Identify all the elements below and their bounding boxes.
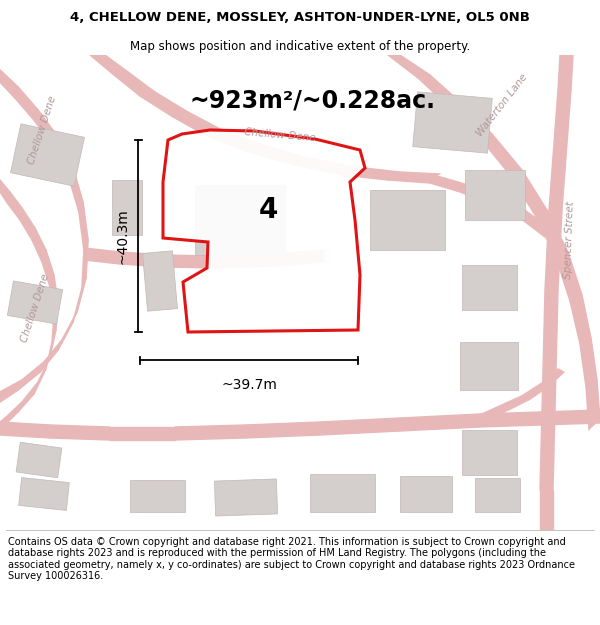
Text: Contains OS data © Crown copyright and database right 2021. This information is : Contains OS data © Crown copyright and d… xyxy=(8,537,575,581)
Text: Chellow Dene: Chellow Dene xyxy=(19,272,51,344)
PathPatch shape xyxy=(0,180,58,432)
Text: ~39.7m: ~39.7m xyxy=(221,378,277,392)
PathPatch shape xyxy=(0,70,88,402)
Bar xyxy=(195,185,285,255)
Bar xyxy=(112,180,142,235)
PathPatch shape xyxy=(84,248,325,268)
Bar xyxy=(475,478,520,512)
Bar xyxy=(214,479,278,516)
Bar xyxy=(413,92,492,153)
Text: Map shows position and indicative extent of the property.: Map shows position and indicative extent… xyxy=(130,39,470,52)
PathPatch shape xyxy=(90,55,440,183)
Bar xyxy=(460,342,518,390)
Text: Waterton Lane: Waterton Lane xyxy=(475,72,529,138)
PathPatch shape xyxy=(0,410,600,440)
PathPatch shape xyxy=(540,55,573,530)
Text: 4, CHELLOW DENE, MOSSLEY, ASHTON-UNDER-LYNE, OL5 0NB: 4, CHELLOW DENE, MOSSLEY, ASHTON-UNDER-L… xyxy=(70,11,530,24)
Text: Chellow Dene: Chellow Dene xyxy=(26,94,58,166)
Text: 4: 4 xyxy=(259,196,278,224)
Text: ~923m²/~0.228ac.: ~923m²/~0.228ac. xyxy=(190,88,436,112)
PathPatch shape xyxy=(388,55,600,430)
Bar xyxy=(19,478,70,511)
Bar xyxy=(400,476,452,512)
Bar xyxy=(143,251,178,311)
Bar xyxy=(11,124,85,186)
Bar xyxy=(370,190,445,250)
Bar xyxy=(16,442,62,478)
Bar xyxy=(465,170,525,220)
Bar xyxy=(130,480,185,512)
PathPatch shape xyxy=(430,174,548,237)
Text: Spencer Street: Spencer Street xyxy=(563,201,575,279)
Bar xyxy=(7,281,62,324)
Bar xyxy=(462,430,517,475)
Bar xyxy=(462,265,517,310)
PathPatch shape xyxy=(480,368,565,420)
Text: ~40.3m: ~40.3m xyxy=(116,208,130,264)
Text: Chellow Dene: Chellow Dene xyxy=(244,127,316,143)
Polygon shape xyxy=(163,130,365,332)
Bar xyxy=(310,474,375,512)
